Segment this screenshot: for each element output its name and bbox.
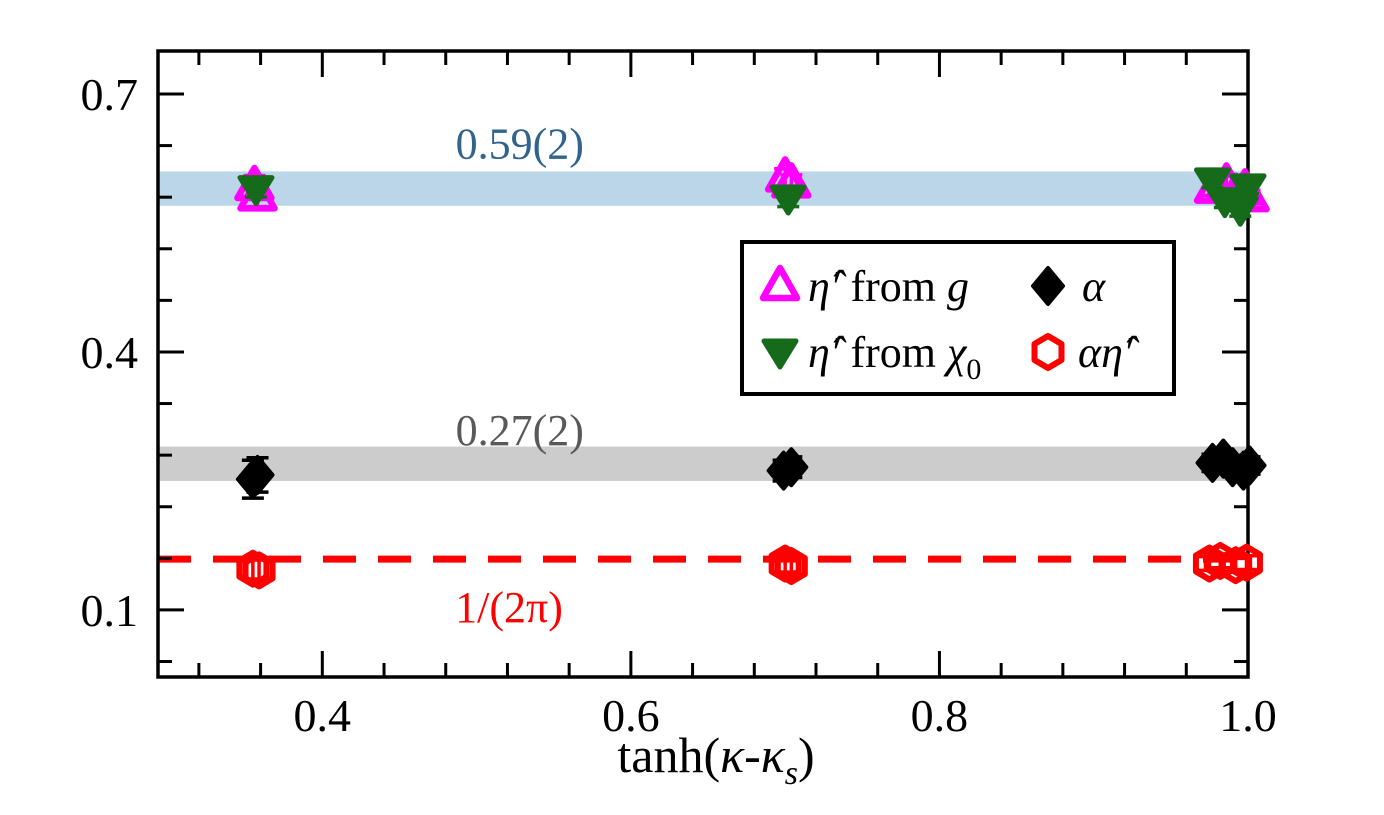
text-segment: ) <box>798 727 815 783</box>
marker-eta-hat-prime-from-chi0 <box>1221 195 1259 227</box>
marker-alpha <box>1232 445 1267 486</box>
text-segment: χ <box>943 328 968 377</box>
legend-box <box>740 240 1176 396</box>
reference-line-label: 1/(2π) <box>455 583 563 632</box>
marker-alpha-eta-hat-prime <box>242 551 276 590</box>
x-axis-label: tanh(κ-κs​) <box>617 727 814 792</box>
text-segment: 0 <box>966 353 981 386</box>
text-segment: κ <box>761 727 786 783</box>
plot-frame <box>156 49 1250 679</box>
bands <box>158 171 1248 481</box>
alpha-band-label: 0.27(2) <box>456 406 584 455</box>
marker-alpha <box>240 454 275 495</box>
marker-alpha-eta-hat-prime <box>774 547 808 586</box>
annotations: 0.59(2) 0.27(2) 1/(2π) <box>455 119 584 631</box>
legend-label-1: η̂′ from χ0​ <box>808 328 981 386</box>
text-segment: from <box>839 262 947 311</box>
legend-marker-3 <box>1031 333 1065 371</box>
x-tick-label: 1.0 <box>1219 690 1277 741</box>
text-segment: κ <box>720 727 745 783</box>
marker-alpha-eta-hat-prime <box>1229 543 1263 582</box>
legend-label-0: η̂′ from g <box>808 262 969 311</box>
legend-marker-1 <box>761 338 799 370</box>
marker-alpha <box>774 447 809 488</box>
legend-label-3: αη̂′ <box>1078 328 1140 377</box>
text-segment: αη̂′ <box>1078 328 1140 377</box>
y-tick-label: 0.7 <box>81 69 139 120</box>
y-tick-label: 0.1 <box>81 585 139 636</box>
text-segment: from <box>839 328 947 377</box>
legend-label-2: α <box>1082 262 1106 311</box>
tick-labels: 0.4 0.6 0.8 1.0 0.1 0.4 0.7 <box>81 69 1277 741</box>
marker-eta-hat-prime-from-chi0 <box>769 184 807 216</box>
axes <box>156 49 1250 679</box>
text-segment: s <box>785 755 798 792</box>
eta-band <box>158 171 1248 206</box>
text-segment: α <box>1082 262 1106 311</box>
marker-eta-hat-prime-from-chi0 <box>1194 167 1232 199</box>
text-segment: g <box>947 262 969 311</box>
x-tick-label: 0.8 <box>911 690 969 741</box>
marker-alpha-eta-hat-prime <box>1219 546 1253 585</box>
text-segment: - <box>744 727 761 783</box>
series-alpha-eta-hat-prime <box>236 541 1263 590</box>
series-alpha <box>235 438 1267 500</box>
eta-band-label: 0.59(2) <box>456 119 584 168</box>
series-eta-hat-prime-from-chi0 <box>237 167 1267 227</box>
text-segment: tanh( <box>617 727 720 783</box>
y-tick-label: 0.4 <box>81 327 139 378</box>
marker-eta-hat-prime-from-chi0 <box>1229 173 1267 205</box>
x-tick-label: 0.6 <box>602 690 660 741</box>
x-tick-label: 0.4 <box>294 690 352 741</box>
legend: η̂′ from g η̂′ from χ0​ α αη̂′ <box>740 240 1176 396</box>
legend-marker-2 <box>1031 266 1065 306</box>
alpha-band <box>158 446 1248 481</box>
legend-marker-0 <box>759 264 801 302</box>
marker-eta-hat-prime-from-chi0 <box>237 175 275 207</box>
